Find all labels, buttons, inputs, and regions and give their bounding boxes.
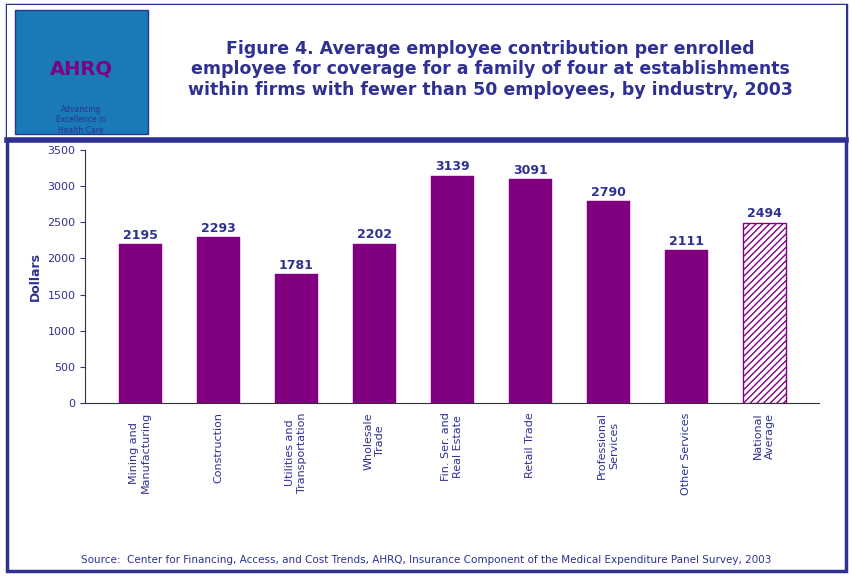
Text: 2293: 2293 [200,222,235,234]
Text: 2195: 2195 [123,229,158,242]
Bar [664,251,706,403]
Bar [7,5,845,140]
Bar [15,10,147,134]
Text: Advancing
Excellence in
Health Care: Advancing Excellence in Health Care [56,105,106,135]
Bar [274,274,317,403]
Text: 2202: 2202 [356,228,391,241]
Bar [508,179,551,403]
Text: 1781: 1781 [279,259,314,272]
Bar [118,244,161,403]
Bar [430,176,473,403]
Y-axis label: Dollars: Dollars [29,252,42,301]
Text: Figure 4. Average employee contribution per enrolled
employee for coverage for a: Figure 4. Average employee contribution … [187,40,792,99]
Bar [586,201,629,403]
Bar [742,222,785,403]
Text: 3139: 3139 [435,160,469,173]
Text: 3091: 3091 [512,164,547,177]
Text: 2111: 2111 [668,235,703,248]
Text: 2790: 2790 [590,185,625,199]
Text: AHRQ: AHRQ [49,60,112,79]
Text: Source:  Center for Financing, Access, and Cost Trends, AHRQ, Insurance Componen: Source: Center for Financing, Access, an… [81,555,771,565]
Bar [352,244,395,403]
Bar [197,237,239,403]
Text: 2494: 2494 [746,207,780,220]
